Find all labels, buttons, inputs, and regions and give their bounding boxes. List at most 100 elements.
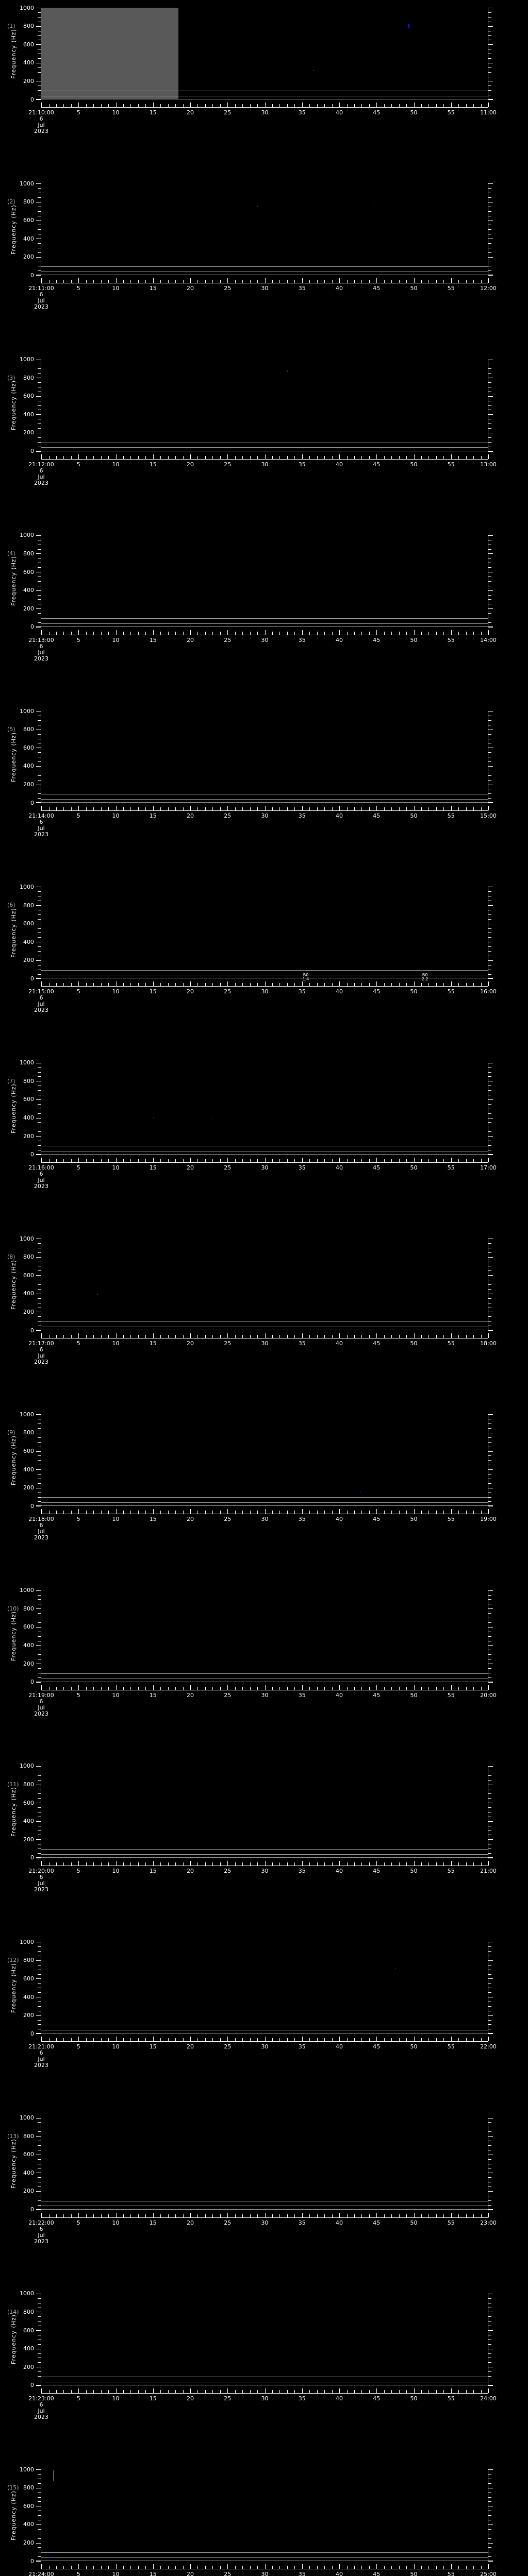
y-tick	[488, 1414, 493, 1415]
x-tick	[272, 631, 273, 635]
x-tick	[369, 1159, 370, 1162]
y-tick	[36, 414, 41, 415]
x-tick	[101, 1159, 102, 1162]
x-tick-label: 25	[224, 109, 232, 116]
y-tick	[38, 775, 41, 776]
x-tick	[265, 2388, 266, 2393]
x-tick	[63, 280, 64, 283]
x-tick-label: 21:21:00	[28, 2043, 54, 2050]
x-tick	[175, 280, 176, 283]
x-tick	[443, 631, 444, 635]
x-tick	[287, 983, 288, 987]
x-tick	[294, 1159, 295, 1162]
x-tick	[332, 1686, 333, 1690]
y-tick	[38, 1455, 41, 1456]
x-tick	[361, 104, 362, 107]
x-tick	[257, 2566, 258, 2569]
x-tick	[265, 278, 266, 283]
x-tick	[168, 2038, 169, 2042]
y-tick	[488, 734, 491, 735]
x-tick	[384, 1862, 385, 1866]
x-tick	[406, 1159, 407, 1162]
x-tick	[190, 630, 191, 635]
x-tick	[346, 1335, 348, 1338]
x-tick-label: 25	[224, 2043, 232, 2050]
x-tick	[220, 1159, 221, 1162]
x-tick	[287, 2038, 288, 2042]
x-axis-date-stack: 6 Jul 2023	[34, 292, 48, 310]
y-tick	[488, 437, 491, 438]
x-tick	[458, 2214, 459, 2217]
x-tick	[488, 1157, 489, 1162]
x-tick	[279, 1862, 280, 1866]
x-tick-label: 45	[373, 1164, 381, 1171]
y-tick-label: 800	[23, 374, 34, 381]
x-tick-label: 50	[410, 1516, 418, 1523]
x-tick	[145, 1335, 146, 1338]
y-tick-label: 800	[23, 198, 34, 206]
x-tick	[339, 1333, 340, 1338]
x-tick-label: 35	[298, 2571, 306, 2576]
x-tick	[361, 2566, 362, 2569]
y-axis-title-text: Frequency (Hz)	[10, 1259, 17, 1310]
x-tick	[332, 807, 333, 811]
x-tick	[130, 2214, 131, 2217]
x-tick	[414, 1860, 415, 1866]
x-tick-label: 21:12:00	[28, 461, 54, 468]
panel-number: (3)	[7, 374, 15, 381]
x-tick-label: 45	[373, 285, 381, 292]
x-tick	[116, 103, 117, 107]
x-tick-label: 35	[298, 812, 306, 820]
y-axis-title: Frequency (Hz)	[9, 711, 18, 803]
x-tick-label: 45	[373, 812, 381, 820]
x-axis	[41, 459, 488, 460]
x-tick	[421, 280, 422, 283]
x-tick	[376, 454, 377, 459]
x-tick	[190, 454, 191, 459]
x-tick	[466, 631, 467, 635]
y-tick	[488, 1145, 491, 1146]
y-tick	[488, 72, 491, 73]
y-tick	[38, 937, 41, 938]
x-tick	[130, 455, 131, 459]
x-tick	[205, 2389, 206, 2393]
y-tick	[488, 1951, 491, 1952]
y-tick-label: 0	[30, 1854, 34, 1861]
x-axis-date-stack: 6 Jul 2023	[34, 819, 48, 838]
y-tick	[488, 567, 491, 568]
y-tick	[488, 1284, 491, 1285]
y-tick-labels: 0 200 400 600 800 1000	[0, 5, 37, 103]
x-tick	[302, 1157, 303, 1162]
y-tick	[488, 1257, 493, 1258]
y-tick	[488, 2117, 493, 2119]
x-tick	[160, 1159, 161, 1162]
date-line: 6	[39, 1522, 43, 1529]
x-tick	[108, 1159, 109, 1162]
x-tick	[414, 1685, 415, 1690]
y-tick	[38, 1289, 41, 1290]
y-axis-title-text: Frequency (Hz)	[10, 204, 17, 255]
x-tick	[93, 1511, 94, 1514]
x-tick	[235, 631, 236, 635]
x-tick	[302, 1685, 303, 1690]
plot-area-2	[41, 183, 488, 276]
y-tick	[488, 1668, 491, 1669]
x-tick	[108, 2038, 109, 2042]
x-tick	[391, 631, 392, 635]
x-tick	[346, 455, 348, 459]
x-tick	[116, 1685, 117, 1690]
y-tick	[488, 2501, 491, 2502]
date-line: Jul	[38, 1528, 45, 1535]
x-tick-label: 45	[373, 988, 381, 995]
x-tick	[183, 1335, 184, 1338]
x-tick-label: 25	[224, 988, 232, 995]
x-tick	[309, 1159, 310, 1162]
x-tick	[71, 1862, 72, 1866]
y-axis-title: Frequency (Hz)	[9, 183, 18, 275]
y-tick	[38, 1775, 41, 1776]
x-tick	[183, 807, 184, 811]
x-tick-label: 50	[410, 2219, 418, 2226]
x-tick	[265, 454, 266, 459]
x-tick	[183, 2038, 184, 2042]
x-tick	[212, 983, 213, 987]
